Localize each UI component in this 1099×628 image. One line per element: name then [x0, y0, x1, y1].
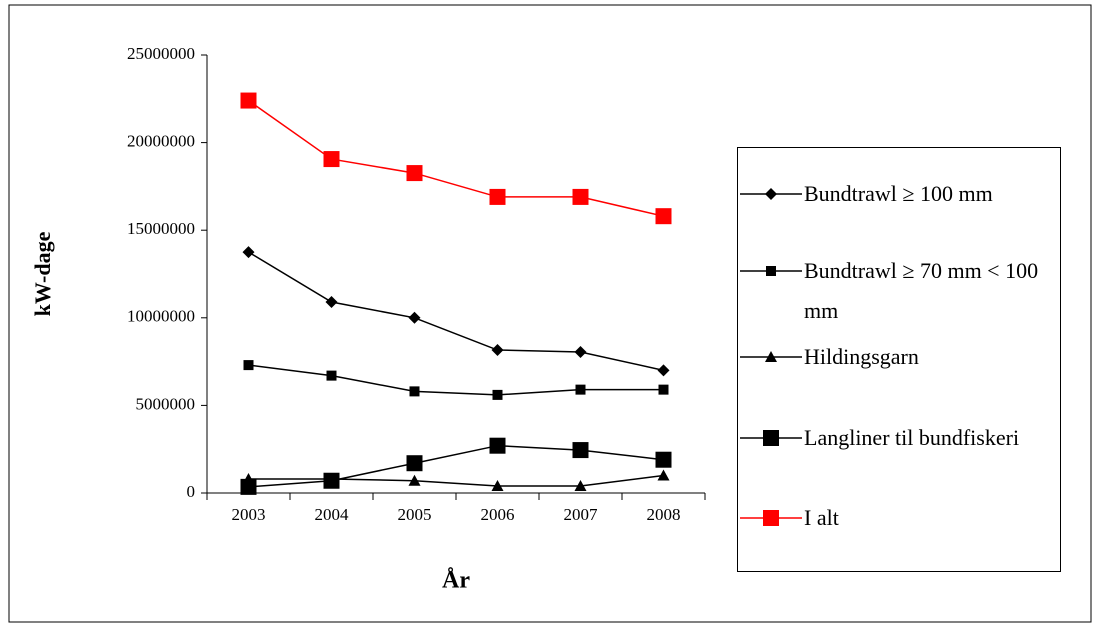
marker	[763, 430, 779, 446]
marker	[655, 208, 672, 225]
legend-label: Bundtrawl ≥ 70 mm < 100 mm	[804, 258, 1039, 323]
marker	[492, 389, 503, 400]
chart-border	[8, 4, 1092, 623]
legend-entry: Bundtrawl ≥ 100 mm	[740, 174, 1062, 214]
x-tick-label: 2004	[315, 505, 350, 524]
y-tick-label: 15000000	[127, 219, 195, 238]
legend-label: I alt	[804, 505, 839, 530]
marker	[489, 437, 506, 454]
legend-key	[740, 510, 802, 526]
marker	[326, 370, 337, 381]
marker	[240, 92, 257, 109]
marker	[491, 344, 504, 357]
legend-key	[740, 266, 802, 276]
x-tick-label: 2003	[232, 505, 266, 524]
legend-entry: I alt	[740, 498, 1062, 538]
marker	[242, 246, 255, 259]
y-tick-label: 10000000	[127, 307, 195, 326]
legend-key	[740, 351, 802, 362]
y-axis-title: kW-dage	[30, 231, 55, 316]
marker	[657, 469, 670, 481]
marker	[655, 451, 672, 468]
marker	[575, 384, 586, 395]
y-tick-label: 5000000	[136, 394, 196, 413]
x-tick-label: 2006	[481, 505, 515, 524]
x-axis-title: År	[442, 568, 470, 594]
legend: Bundtrawl ≥ 100 mm Bundtrawl ≥ 70 mm < 10…	[737, 147, 1061, 572]
marker	[491, 479, 504, 491]
marker	[409, 386, 420, 397]
marker	[574, 479, 587, 491]
y-tick-label: 20000000	[127, 132, 195, 151]
series-line	[248, 444, 664, 488]
marker	[240, 478, 257, 495]
legend-label: Bundtrawl ≥ 100 mm	[804, 181, 993, 206]
marker	[572, 442, 589, 459]
x-tick-label: 2005	[398, 505, 432, 524]
marker	[765, 351, 777, 362]
marker	[243, 360, 254, 371]
marker	[658, 384, 669, 395]
legend-key	[740, 430, 802, 446]
marker	[408, 474, 421, 486]
series-line	[248, 251, 664, 372]
marker	[765, 188, 777, 200]
marker	[406, 165, 423, 182]
series-line	[248, 99, 664, 217]
marker	[323, 472, 340, 489]
y-tick-label: 0	[187, 482, 196, 501]
marker	[325, 296, 338, 309]
marker	[763, 510, 779, 526]
series-line	[248, 364, 664, 396]
legend-label: Langliner til bundfiskeri	[804, 425, 1020, 450]
legend-key	[740, 188, 802, 200]
marker	[408, 311, 421, 324]
marker	[766, 266, 776, 276]
marker	[574, 345, 587, 358]
legend-entry: Bundtrawl ≥ 70 mm < 100 mm	[740, 251, 1062, 331]
legend-entry: Langliner til bundfiskeri	[740, 418, 1062, 458]
marker	[406, 455, 423, 472]
legend-label: Hildingsgarn	[804, 344, 919, 369]
marker	[657, 364, 670, 377]
legend-entry: Hildingsgarn	[740, 337, 1062, 377]
x-tick-label: 2008	[647, 505, 681, 524]
x-tick-label: 2007	[564, 505, 599, 524]
series-line	[248, 474, 664, 487]
marker	[572, 188, 589, 205]
marker	[323, 151, 340, 168]
y-tick-label: 25000000	[127, 44, 195, 63]
marker	[489, 188, 506, 205]
